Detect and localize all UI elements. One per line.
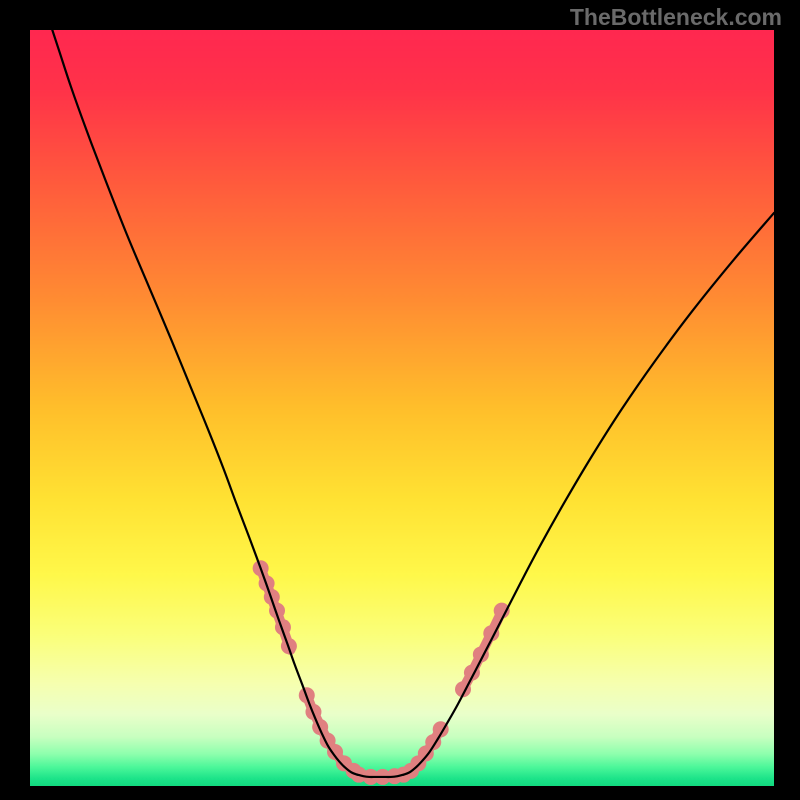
plot-area	[30, 30, 774, 786]
curve-layer	[30, 30, 774, 786]
highlight-dot	[312, 719, 328, 735]
curve-left-curve	[52, 30, 357, 775]
watermark-text: TheBottleneck.com	[570, 4, 782, 31]
chart-container: TheBottleneck.com	[0, 0, 800, 800]
